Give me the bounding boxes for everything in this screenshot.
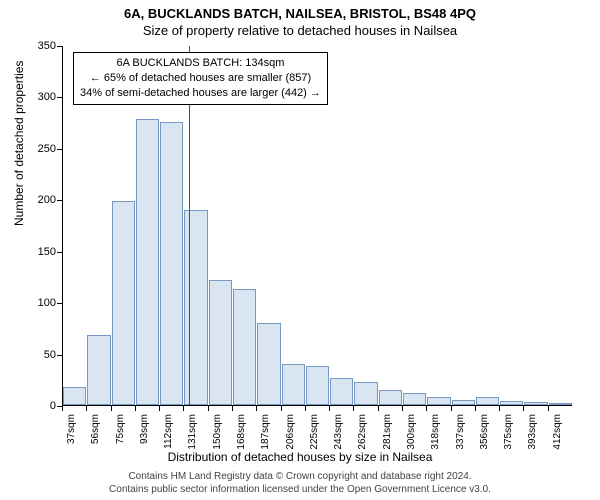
- bar: [63, 387, 86, 406]
- y-tick-label: 250: [24, 143, 56, 155]
- x-tick-label: 356sqm: [479, 414, 490, 454]
- x-tick-mark: [305, 406, 306, 411]
- x-tick-label: 112sqm: [163, 414, 174, 454]
- x-tick-mark: [86, 406, 87, 411]
- plot-area: 6A BUCKLANDS BATCH: 134sqm ← 65% of deta…: [62, 46, 572, 406]
- bar: [282, 364, 305, 405]
- x-tick-mark: [378, 406, 379, 411]
- x-tick-mark: [183, 406, 184, 411]
- x-tick-mark: [353, 406, 354, 411]
- x-tick-label: 300sqm: [406, 414, 417, 454]
- x-tick-mark: [523, 406, 524, 411]
- y-tick-mark: [57, 46, 62, 47]
- bar: [524, 402, 547, 405]
- x-tick-label: 150sqm: [212, 414, 223, 454]
- annotation-line2: ← 65% of detached houses are smaller (85…: [80, 71, 321, 86]
- x-axis-label: Distribution of detached houses by size …: [0, 450, 600, 464]
- y-tick-label: 200: [24, 194, 56, 206]
- x-tick-label: 243sqm: [333, 414, 344, 454]
- footer-line1: Contains HM Land Registry data © Crown c…: [0, 470, 600, 483]
- x-tick-mark: [111, 406, 112, 411]
- x-tick-label: 168sqm: [236, 414, 247, 454]
- y-tick-label: 100: [24, 297, 56, 309]
- bar: [209, 280, 232, 405]
- annotation-line1: 6A BUCKLANDS BATCH: 134sqm: [80, 56, 321, 71]
- y-tick-mark: [57, 252, 62, 253]
- y-tick-label: 50: [24, 349, 56, 361]
- x-tick-mark: [159, 406, 160, 411]
- x-tick-label: 337sqm: [455, 414, 466, 454]
- x-tick-mark: [135, 406, 136, 411]
- footer-attribution: Contains HM Land Registry data © Crown c…: [0, 470, 600, 496]
- y-tick-mark: [57, 149, 62, 150]
- y-tick-label: 350: [24, 40, 56, 52]
- bar: [427, 397, 450, 405]
- x-tick-label: 375sqm: [503, 414, 514, 454]
- x-tick-label: 393sqm: [527, 414, 538, 454]
- y-tick-mark: [57, 97, 62, 98]
- x-tick-mark: [256, 406, 257, 411]
- bar: [330, 378, 353, 405]
- x-tick-mark: [451, 406, 452, 411]
- x-tick-label: 206sqm: [285, 414, 296, 454]
- bar: [549, 403, 572, 405]
- y-tick-mark: [57, 355, 62, 356]
- x-tick-label: 56sqm: [90, 414, 101, 454]
- y-tick-label: 0: [24, 400, 56, 412]
- annotation-line3: 34% of semi-detached houses are larger (…: [80, 86, 321, 101]
- y-tick-mark: [57, 200, 62, 201]
- bar: [403, 393, 426, 405]
- x-tick-mark: [499, 406, 500, 411]
- bar: [354, 382, 377, 405]
- bar: [112, 201, 135, 405]
- x-tick-mark: [62, 406, 63, 411]
- x-tick-label: 262sqm: [357, 414, 368, 454]
- bar: [452, 400, 475, 405]
- x-tick-label: 225sqm: [309, 414, 320, 454]
- bar: [257, 323, 280, 405]
- chart-area: 6A BUCKLANDS BATCH: 134sqm ← 65% of deta…: [62, 46, 572, 406]
- y-tick-mark: [57, 303, 62, 304]
- chart-title-main: 6A, BUCKLANDS BATCH, NAILSEA, BRISTOL, B…: [0, 0, 600, 21]
- annotation-box: 6A BUCKLANDS BATCH: 134sqm ← 65% of deta…: [73, 52, 328, 105]
- x-tick-label: 187sqm: [260, 414, 271, 454]
- chart-title-sub: Size of property relative to detached ho…: [0, 21, 600, 38]
- x-tick-label: 93sqm: [139, 414, 150, 454]
- x-tick-mark: [329, 406, 330, 411]
- bar: [500, 401, 523, 405]
- footer-line2: Contains public sector information licen…: [0, 483, 600, 496]
- bar: [379, 390, 402, 405]
- x-tick-label: 75sqm: [115, 414, 126, 454]
- x-tick-mark: [548, 406, 549, 411]
- x-tick-mark: [402, 406, 403, 411]
- bar: [160, 122, 183, 405]
- bar: [136, 119, 159, 405]
- bar: [233, 289, 256, 405]
- x-tick-label: 37sqm: [66, 414, 77, 454]
- x-tick-label: 281sqm: [382, 414, 393, 454]
- x-tick-label: 131sqm: [187, 414, 198, 454]
- y-tick-label: 150: [24, 246, 56, 258]
- y-tick-label: 300: [24, 91, 56, 103]
- x-tick-mark: [426, 406, 427, 411]
- x-tick-label: 318sqm: [430, 414, 441, 454]
- x-tick-mark: [208, 406, 209, 411]
- x-tick-label: 412sqm: [552, 414, 563, 454]
- bar: [306, 366, 329, 405]
- x-tick-mark: [475, 406, 476, 411]
- bar: [476, 397, 499, 405]
- bar: [87, 335, 110, 405]
- x-tick-mark: [232, 406, 233, 411]
- x-tick-mark: [281, 406, 282, 411]
